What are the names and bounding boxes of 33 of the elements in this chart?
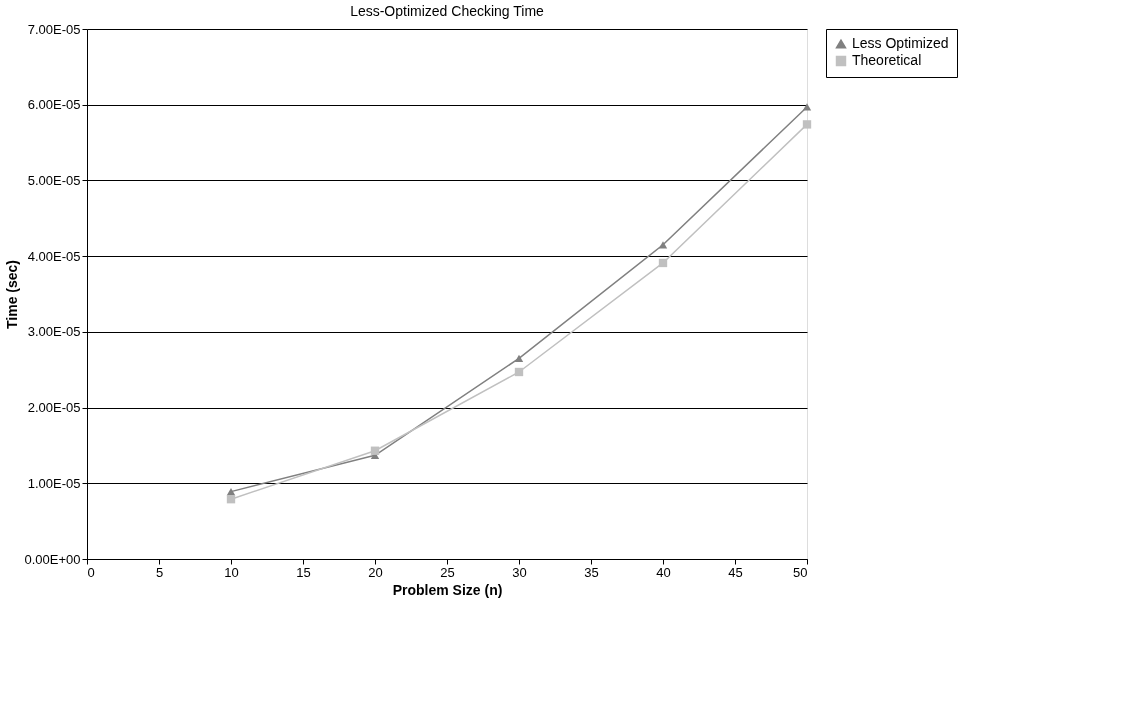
legend-label: Less Optimized [852,35,949,51]
point [802,120,812,129]
x-tick-label: 35 [584,564,599,580]
point [802,103,812,111]
y-tick-label: 7.00E-05 [27,21,81,37]
point [514,354,524,362]
x-tick-label: 30 [512,564,527,580]
x-axis-title: Problem Size (n) [392,581,503,598]
y-axis-title: Time (sec) [4,260,21,329]
y-tick-label: 0.00E+00 [24,551,81,567]
chart-title: Less-Optimized Checking Time [350,3,545,19]
x-tick-label: 15 [296,564,311,580]
point [226,487,236,496]
x-tick-label: 20 [368,564,383,580]
y-tick-label: 3.00E-05 [27,324,81,340]
point [514,367,524,377]
point [226,495,236,504]
point [370,446,380,455]
y-tick-label: 1.00E-05 [27,475,81,491]
y-tick-label: 5.00E-05 [27,172,81,188]
point [658,241,668,249]
y-tick-label: 2.00E-05 [27,400,81,416]
y-tick-label: 6.00E-05 [27,97,81,113]
x-tick-label: 25 [440,564,455,580]
x-tick-label: 5 [155,564,164,580]
x-tick-label: 40 [656,564,671,580]
x-tick-label: 45 [728,564,743,580]
y-tick-label: 4.00E-05 [27,248,81,264]
x-tick-label: 0 [87,564,95,580]
x-tick-label: 50 [793,564,808,580]
legend-label: Theoretical [852,52,922,68]
point [658,258,668,268]
x-tick-label: 10 [224,564,239,580]
